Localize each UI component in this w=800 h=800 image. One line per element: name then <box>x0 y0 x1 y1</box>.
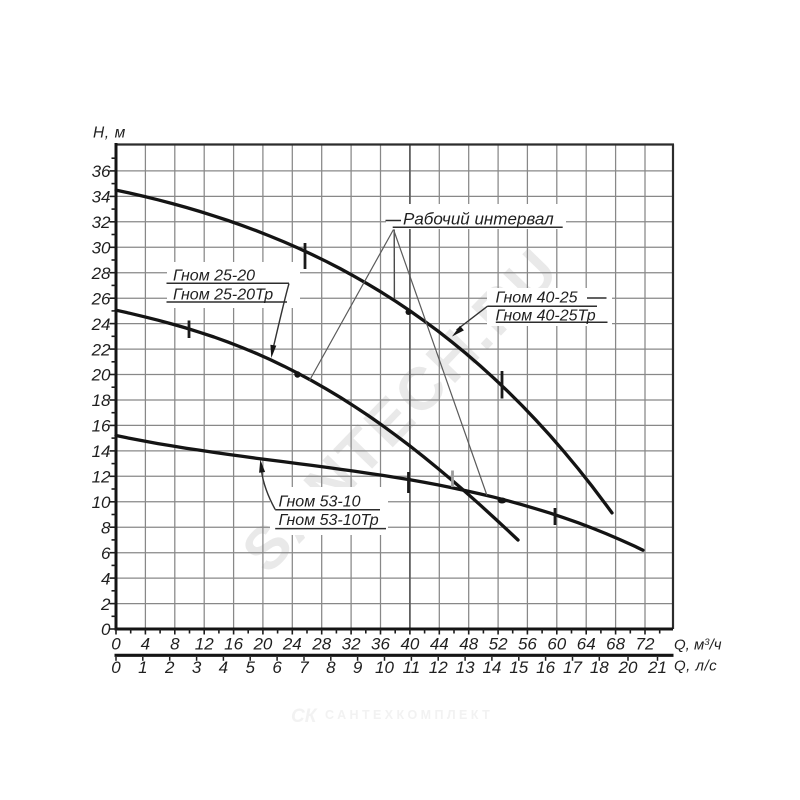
svg-text:Рабочий интервал: Рабочий интервал <box>403 210 554 229</box>
svg-text:36: 36 <box>371 635 390 654</box>
svg-text:32: 32 <box>342 635 361 654</box>
svg-text:3: 3 <box>192 658 202 677</box>
svg-text:17: 17 <box>563 658 582 677</box>
svg-text:16: 16 <box>224 635 243 654</box>
svg-text:6: 6 <box>101 544 111 563</box>
svg-text:Гном 53-10Тр: Гном 53-10Тр <box>279 512 379 529</box>
svg-text:30: 30 <box>92 239 111 258</box>
svg-text:Гном 40-25: Гном 40-25 <box>496 290 578 307</box>
svg-text:9: 9 <box>353 658 363 677</box>
svg-text:8: 8 <box>326 658 336 677</box>
svg-text:8: 8 <box>101 518 111 537</box>
svg-text:13: 13 <box>456 658 475 677</box>
svg-text:8: 8 <box>170 635 180 654</box>
svg-text:32: 32 <box>92 213 111 232</box>
svg-text:56: 56 <box>518 635 537 654</box>
svg-text:Гном 25-20: Гном 25-20 <box>173 267 255 284</box>
svg-text:18: 18 <box>590 658 609 677</box>
svg-text:48: 48 <box>459 635 478 654</box>
svg-text:4: 4 <box>101 569 110 588</box>
svg-text:12: 12 <box>92 468 111 487</box>
svg-text:СК: СК <box>291 706 318 727</box>
svg-text:2: 2 <box>164 658 175 677</box>
svg-text:Q, л/с: Q, л/с <box>674 658 717 675</box>
svg-text:20: 20 <box>252 635 272 654</box>
svg-text:12: 12 <box>195 635 214 654</box>
svg-text:28: 28 <box>91 264 111 283</box>
svg-text:15: 15 <box>509 658 528 677</box>
svg-text:0: 0 <box>111 658 121 677</box>
svg-text:60: 60 <box>547 635 566 654</box>
svg-text:14: 14 <box>482 658 501 677</box>
svg-text:68: 68 <box>606 635 625 654</box>
svg-text:52: 52 <box>489 635 508 654</box>
svg-text:72: 72 <box>636 635 655 654</box>
svg-text:20: 20 <box>91 366 111 385</box>
svg-text:6: 6 <box>272 658 282 677</box>
svg-text:1: 1 <box>138 658 147 677</box>
svg-text:24: 24 <box>282 635 302 654</box>
svg-text:16: 16 <box>92 417 111 436</box>
svg-text:Н, м: Н, м <box>93 125 126 142</box>
svg-text:14: 14 <box>92 442 111 461</box>
svg-text:64: 64 <box>577 635 596 654</box>
svg-text:20: 20 <box>618 658 638 677</box>
svg-text:21: 21 <box>647 658 667 677</box>
svg-text:26: 26 <box>91 289 111 308</box>
svg-text:12: 12 <box>429 658 448 677</box>
svg-text:2: 2 <box>100 595 111 614</box>
svg-text:10: 10 <box>92 493 111 512</box>
svg-text:11: 11 <box>403 658 421 677</box>
svg-text:Q, м3/ч: Q, м3/ч <box>674 637 722 654</box>
svg-text:0: 0 <box>101 620 111 639</box>
svg-text:16: 16 <box>536 658 555 677</box>
svg-text:5: 5 <box>245 658 255 677</box>
svg-text:28: 28 <box>311 635 331 654</box>
svg-text:САНТЕХКОМПЛЕКТ: САНТЕХКОМПЛЕКТ <box>325 708 493 722</box>
svg-text:22: 22 <box>91 340 111 359</box>
svg-text:10: 10 <box>375 658 394 677</box>
svg-text:24: 24 <box>91 315 111 334</box>
svg-text:Гном 53-10: Гном 53-10 <box>279 494 361 511</box>
svg-text:40: 40 <box>400 635 419 654</box>
svg-text:18: 18 <box>92 391 111 410</box>
svg-text:Гном 40-25Тр: Гном 40-25Тр <box>496 307 596 324</box>
svg-text:36: 36 <box>92 162 111 181</box>
svg-text:0: 0 <box>111 635 121 654</box>
svg-text:7: 7 <box>299 658 309 677</box>
svg-text:34: 34 <box>92 188 111 207</box>
svg-text:4: 4 <box>219 658 228 677</box>
svg-text:4: 4 <box>141 635 150 654</box>
svg-text:Гном 25-20Тр: Гном 25-20Тр <box>173 287 273 304</box>
svg-text:44: 44 <box>430 635 449 654</box>
